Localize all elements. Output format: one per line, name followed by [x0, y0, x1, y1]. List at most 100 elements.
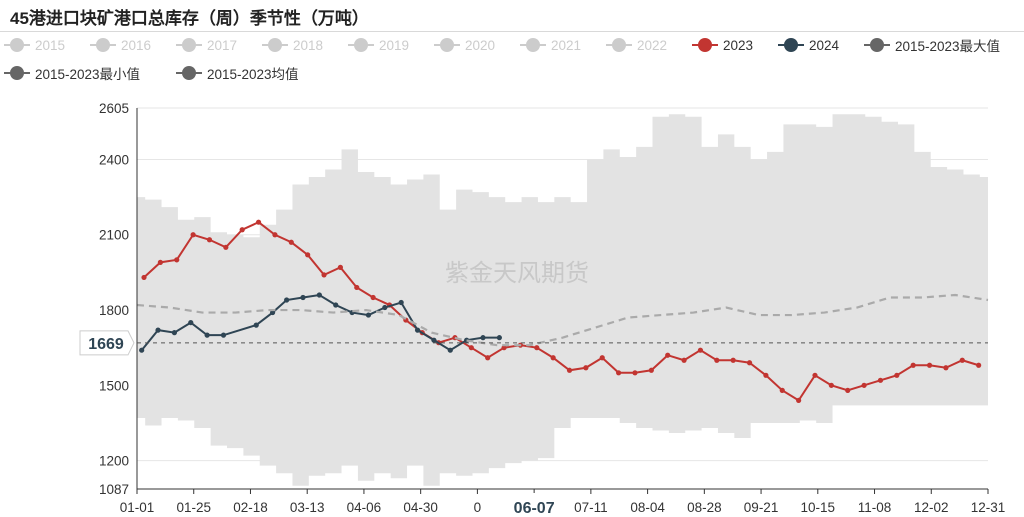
- legend-item-2022[interactable]: 2022: [606, 35, 667, 55]
- x-pointer-label: 06-07: [514, 500, 555, 517]
- data-point[interactable]: [272, 232, 278, 238]
- legend-item-2020[interactable]: 2020: [434, 35, 495, 55]
- max-min-band: [137, 114, 988, 486]
- data-point[interactable]: [155, 327, 161, 333]
- legend-item-2024[interactable]: 2024: [778, 35, 839, 55]
- data-point[interactable]: [763, 372, 769, 378]
- data-point[interactable]: [253, 322, 259, 328]
- legend-marker-icon: [176, 38, 202, 52]
- data-point[interactable]: [959, 357, 965, 363]
- data-point[interactable]: [239, 227, 245, 233]
- data-point[interactable]: [206, 237, 213, 243]
- data-point[interactable]: [220, 332, 227, 338]
- legend-label: 2017: [207, 37, 238, 53]
- legend-marker-icon: [262, 38, 288, 52]
- data-point[interactable]: [812, 372, 818, 378]
- x-tick-label: 04-30: [403, 500, 438, 515]
- data-point[interactable]: [157, 259, 163, 265]
- data-point[interactable]: [398, 299, 404, 306]
- x-tick-label: 08-04: [630, 500, 665, 515]
- legend-item-2016[interactable]: 2016: [90, 35, 151, 55]
- data-point[interactable]: [431, 337, 437, 343]
- data-point[interactable]: [288, 239, 294, 245]
- data-point[interactable]: [779, 387, 785, 393]
- series-line-2015-2023均值: [136, 293, 989, 347]
- data-point[interactable]: [204, 332, 210, 338]
- x-tick-label: 07-11: [574, 500, 608, 515]
- data-point[interactable]: [223, 244, 229, 250]
- data-point[interactable]: [480, 335, 486, 341]
- data-point[interactable]: [648, 367, 654, 373]
- data-point[interactable]: [877, 377, 884, 383]
- data-point[interactable]: [926, 362, 933, 368]
- legend-marker-icon: [606, 38, 632, 52]
- data-point[interactable]: [976, 362, 982, 368]
- data-point[interactable]: [665, 352, 671, 358]
- data-point[interactable]: [583, 365, 589, 371]
- x-tick-label: 11-08: [858, 500, 892, 515]
- data-point[interactable]: [305, 252, 311, 258]
- data-point[interactable]: [370, 294, 376, 301]
- data-point[interactable]: [681, 357, 687, 363]
- legend-item-min[interactable]: 2015-2023最小值: [4, 63, 140, 83]
- data-point[interactable]: [139, 347, 145, 353]
- data-point[interactable]: [534, 345, 540, 351]
- data-point[interactable]: [632, 370, 638, 376]
- legend-item-2023[interactable]: 2023: [692, 35, 753, 55]
- data-point[interactable]: [616, 370, 622, 376]
- legend-label: 2015-2023最小值: [35, 67, 141, 82]
- legend-label: 2015-2023均值: [207, 67, 299, 82]
- data-point[interactable]: [845, 387, 851, 393]
- data-point[interactable]: [354, 284, 360, 291]
- legend-item-max[interactable]: 2015-2023最大值: [864, 35, 1000, 55]
- data-point[interactable]: [414, 327, 421, 333]
- data-point[interactable]: [566, 367, 573, 373]
- data-point[interactable]: [796, 397, 802, 404]
- data-point[interactable]: [746, 360, 753, 366]
- legend-item-2019[interactable]: 2019: [348, 35, 409, 55]
- data-point[interactable]: [468, 345, 474, 351]
- data-point[interactable]: [861, 382, 867, 388]
- data-point[interactable]: [697, 347, 704, 353]
- y-tick-label: 1500: [99, 378, 129, 393]
- legend-item-avg[interactable]: 2015-2023均值: [176, 63, 299, 83]
- data-point[interactable]: [599, 355, 605, 361]
- data-point[interactable]: [141, 274, 147, 281]
- legend-label: 2018: [293, 37, 324, 53]
- data-point[interactable]: [714, 357, 720, 363]
- data-point[interactable]: [447, 347, 453, 353]
- x-tick-label: 01-01: [120, 500, 155, 515]
- data-point[interactable]: [496, 335, 502, 341]
- data-point[interactable]: [365, 312, 372, 318]
- data-point[interactable]: [501, 345, 507, 351]
- legend-marker-icon: [4, 38, 30, 52]
- data-point[interactable]: [188, 319, 194, 326]
- data-point[interactable]: [269, 309, 276, 316]
- data-point[interactable]: [190, 232, 196, 238]
- x-tick-label: 09-21: [744, 500, 779, 515]
- legend-item-2018[interactable]: 2018: [262, 35, 323, 55]
- legend-item-2021[interactable]: 2021: [520, 35, 581, 55]
- legend-label: 2015: [35, 37, 66, 53]
- data-point[interactable]: [485, 355, 491, 361]
- data-point[interactable]: [730, 357, 736, 363]
- legend-item-2015[interactable]: 2015: [4, 35, 65, 55]
- data-point[interactable]: [333, 302, 339, 308]
- data-point[interactable]: [337, 264, 343, 270]
- data-point[interactable]: [174, 257, 180, 263]
- data-point[interactable]: [894, 372, 900, 378]
- data-point[interactable]: [943, 365, 949, 371]
- data-point[interactable]: [171, 330, 178, 336]
- legend-marker-icon: [692, 38, 718, 52]
- legend-marker-icon: [520, 38, 546, 52]
- data-point[interactable]: [828, 382, 834, 388]
- data-point[interactable]: [321, 272, 327, 278]
- data-point[interactable]: [284, 297, 290, 303]
- data-point[interactable]: [316, 292, 322, 298]
- legend-item-2017[interactable]: 2017: [176, 35, 237, 55]
- data-point[interactable]: [300, 294, 306, 301]
- data-point[interactable]: [255, 219, 262, 225]
- data-point[interactable]: [382, 304, 388, 311]
- data-point[interactable]: [550, 355, 556, 361]
- data-point[interactable]: [910, 362, 916, 368]
